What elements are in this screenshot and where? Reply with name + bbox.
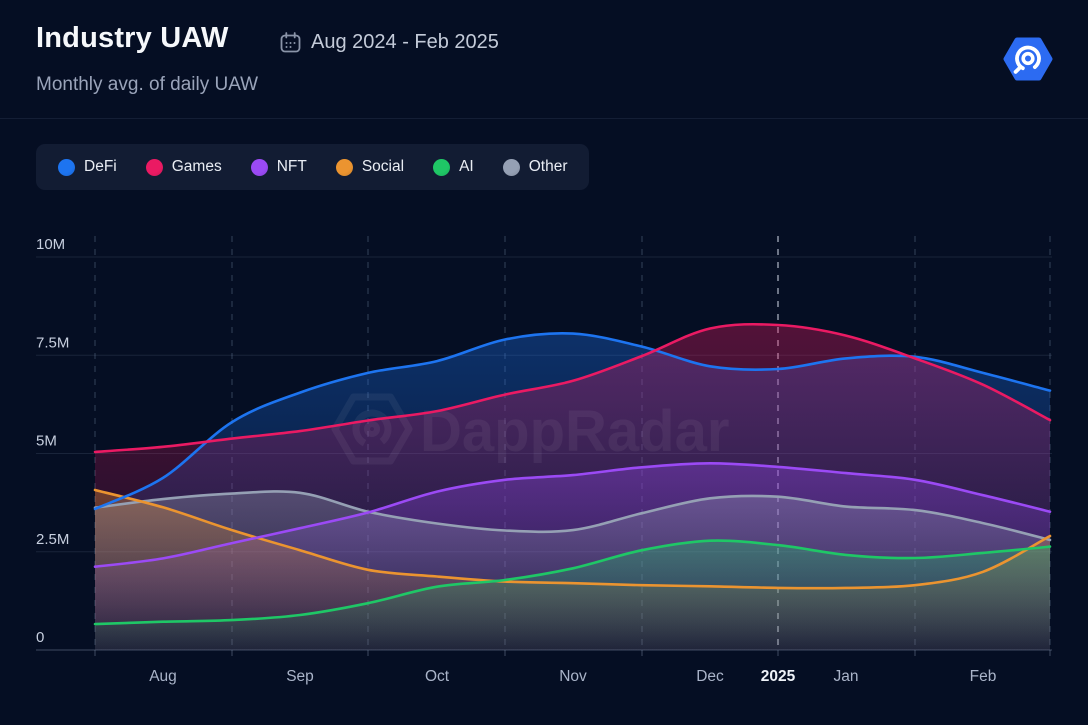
legend-label: DeFi <box>84 158 117 175</box>
y-axis-label: 5M <box>36 433 57 450</box>
legend-dot-other <box>502 158 520 176</box>
date-range-selector[interactable]: Aug 2024 - Feb 2025 <box>279 31 499 54</box>
series-line-defi[interactable] <box>93 332 1052 511</box>
series-line-social[interactable] <box>93 488 1052 590</box>
calendar-icon <box>280 32 301 53</box>
dappradar-watermark: DappRadar <box>331 393 729 465</box>
legend-item-nft[interactable]: NFT <box>250 158 307 176</box>
legend-item-social[interactable]: Social <box>335 158 405 176</box>
legend-dot-games <box>145 158 163 176</box>
legend-item-other[interactable]: Other <box>502 158 568 176</box>
series-line-other[interactable] <box>93 490 1052 542</box>
page-title: Industry UAW <box>36 22 229 54</box>
legend-label: Games <box>171 158 222 175</box>
watermark-hexagon <box>331 393 413 465</box>
y-axis-label: 0 <box>36 629 44 646</box>
header-divider <box>0 118 1088 119</box>
x-axis-label: Jan <box>834 668 859 685</box>
legend-label: Social <box>361 158 405 175</box>
series-line-ai[interactable] <box>93 539 1052 626</box>
date-range-label: Aug 2024 - Feb 2025 <box>311 31 499 53</box>
x-axis-label: Sep <box>286 668 314 685</box>
y-axis-label: 10M <box>36 236 65 253</box>
legend-label: Other <box>528 158 568 175</box>
area-fill-ai <box>95 540 1050 650</box>
legend-item-ai[interactable]: AI <box>433 158 474 176</box>
chart-subtitle: Monthly avg. of daily UAW <box>36 74 259 95</box>
x-axis-label: Nov <box>559 668 587 685</box>
legend-item-games[interactable]: Games <box>145 158 222 176</box>
x-axis-label-year: 2025 <box>761 668 796 685</box>
legend-item-defi[interactable]: DeFi <box>58 158 117 176</box>
legend-label: AI <box>459 158 474 175</box>
legend-label: NFT <box>276 158 307 175</box>
chart-legend: DeFi Games NFT Social AI Other <box>36 144 590 190</box>
y-axis-label: 2.5M <box>36 531 69 548</box>
series-line-nft[interactable] <box>93 461 1052 568</box>
x-axis-label: Aug <box>149 668 177 685</box>
watermark-ring-inner <box>364 421 380 437</box>
legend-dot-social <box>335 158 353 176</box>
legend-dot-nft <box>250 158 268 176</box>
dappradar-logo-icon[interactable] <box>1003 34 1053 84</box>
x-axis-label: Feb <box>970 668 997 685</box>
series-line-games[interactable] <box>93 322 1052 454</box>
x-axis-label: Oct <box>425 668 450 685</box>
y-axis-label: 7.5M <box>36 334 69 351</box>
legend-dot-defi <box>58 158 75 176</box>
x-axis-label: Dec <box>696 668 724 685</box>
watermark-text: DappRadar <box>420 399 729 464</box>
legend-dot-ai <box>433 158 451 176</box>
